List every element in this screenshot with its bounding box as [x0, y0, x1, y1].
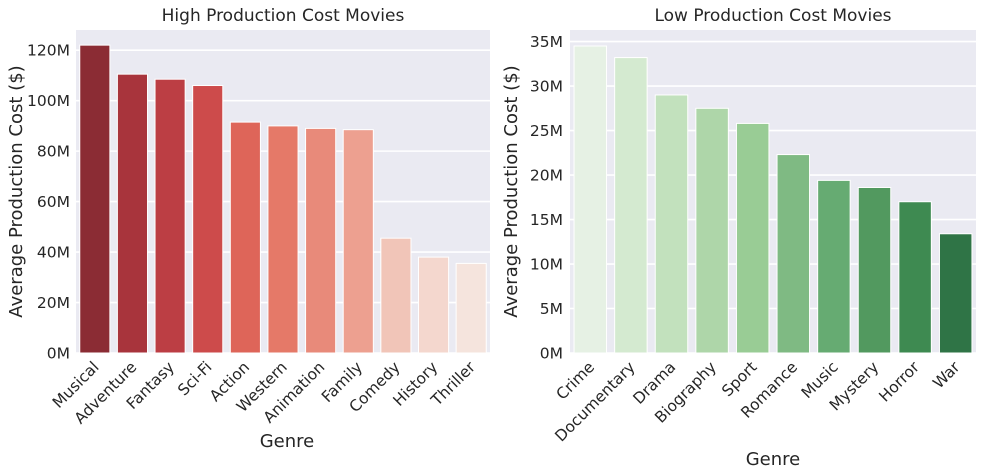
bar-war — [938, 233, 973, 354]
y-tick-label: 10M — [530, 256, 563, 274]
y-tick-label: 35M — [530, 33, 563, 51]
y-tick-label: 120M — [27, 42, 70, 60]
bar-musical — [79, 44, 111, 354]
bar-romance — [776, 154, 811, 354]
y-tick-label: 25M — [530, 122, 563, 140]
x-axis-label: Genre — [746, 449, 801, 470]
chart-title: Low Production Cost Movies — [654, 6, 891, 26]
bar-sport — [735, 122, 770, 354]
bar-documentary — [614, 57, 648, 354]
bar-crime — [573, 45, 608, 354]
y-tick-label: 15M — [530, 211, 563, 229]
y-tick-label: 80M — [37, 143, 70, 161]
y-tick-labels: 0M 20M 40M 60M 80M 100M 120M — [27, 42, 70, 363]
y-tick-label: 100M — [27, 92, 70, 110]
x-tick-labels: MusicalAdventureFantasySci-FiActionWeste… — [49, 358, 479, 428]
bar-thriller — [455, 262, 487, 354]
bars — [79, 44, 487, 354]
bar-mystery — [857, 186, 892, 354]
bar-horror — [898, 201, 932, 354]
bar-sci-fi — [192, 85, 224, 354]
y-tick-label: 0M — [47, 345, 70, 363]
bar-action — [229, 121, 261, 354]
y-tick-label: 30M — [530, 78, 563, 96]
bar-family — [342, 129, 374, 354]
x-tick-label: Horror — [875, 358, 923, 406]
y-tick-label: 20M — [530, 167, 563, 185]
x-tick-label: War — [929, 358, 964, 393]
bar-biography — [695, 107, 729, 354]
y-tick-label: 5M — [540, 300, 563, 318]
x-tick-labels: CrimeDocumentaryDramaBiographySportRoman… — [552, 358, 964, 446]
bar-adventure — [116, 73, 149, 354]
y-axis-label: Average Production Cost ($) — [501, 65, 522, 317]
bar-comedy — [380, 237, 412, 354]
y-tick-label: 40M — [37, 244, 70, 262]
chart-low-cost: 0M 5M 10M 15M 20M 25M 30M 35M CrimeDocumentaryD… — [501, 6, 976, 470]
bar-drama — [654, 94, 689, 354]
y-axis-label: Average Production Cost ($) — [6, 65, 27, 317]
bars — [573, 45, 973, 354]
chart-high-cost: 0M 20M 40M 60M 80M 100M 120M MusicalAdventureF… — [6, 6, 490, 452]
bar-fantasy — [154, 78, 186, 354]
bar-western — [267, 125, 299, 354]
x-axis-label: Genre — [260, 431, 315, 452]
bar-history — [417, 256, 450, 354]
chart-title: High Production Cost Movies — [162, 6, 405, 26]
bar-music — [817, 179, 851, 354]
y-tick-label: 0M — [540, 345, 563, 363]
y-tick-labels: 0M 5M 10M 15M 20M 25M 30M 35M — [530, 33, 563, 362]
y-tick-label: 60M — [37, 193, 70, 211]
y-tick-label: 20M — [37, 294, 70, 312]
bar-animation — [305, 127, 337, 354]
